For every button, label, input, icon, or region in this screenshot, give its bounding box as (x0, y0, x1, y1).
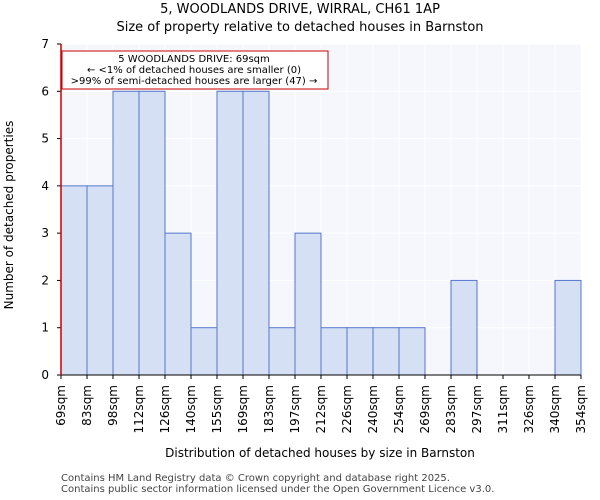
footer-licence: Contains public sector information licen… (61, 484, 495, 495)
annotation-line-3: >99% of semi-detached houses are larger … (71, 76, 318, 87)
chart-subtitle: Size of property relative to detached ho… (116, 20, 483, 35)
x-tick-label: 183sqm (262, 385, 276, 433)
bar-212sqm (320, 327, 348, 376)
x-tick-label: 311sqm (496, 385, 510, 433)
bar-112sqm (138, 90, 166, 376)
x-tick-label: 254sqm (392, 385, 406, 433)
x-tick-label: 240sqm (366, 385, 380, 433)
x-tick-label: 340sqm (548, 385, 562, 433)
x-tick-label: 83sqm (80, 385, 94, 426)
x-tick-label: 197sqm (288, 385, 302, 433)
bar-254sqm (398, 327, 426, 376)
bar-340sqm (554, 279, 582, 376)
x-tick-label: 326sqm (522, 385, 536, 433)
y-tick-label: 5 (41, 132, 49, 146)
x-tick-label: 297sqm (470, 385, 484, 433)
bar-183sqm (268, 327, 296, 376)
y-tick-label: 6 (41, 84, 49, 98)
y-tick-label: 3 (41, 226, 49, 240)
bar-226sqm (346, 327, 374, 376)
bar-69sqm (60, 185, 88, 376)
bar-83sqm (86, 185, 114, 376)
bar-197sqm (294, 232, 322, 376)
x-tick-label: 212sqm (314, 385, 328, 433)
y-tick-label: 0 (41, 368, 49, 382)
x-tick-label: 283sqm (444, 385, 458, 433)
x-tick-label: 69sqm (54, 385, 68, 426)
bar-169sqm (242, 90, 270, 376)
footer-copyright: Contains HM Land Registry data © Crown c… (61, 473, 450, 484)
x-tick-label: 155sqm (210, 385, 224, 433)
bar-240sqm (372, 327, 400, 376)
y-tick-label: 4 (41, 179, 49, 193)
annotation-line-1: 5 WOODLANDS DRIVE: 69sqm (118, 54, 270, 65)
annotation-frame (61, 50, 329, 90)
x-tick-label: 98sqm (106, 385, 120, 426)
annotation-box: 5 WOODLANDS DRIVE: 69sqm ← <1% of detach… (61, 50, 329, 90)
x-axis-label: Distribution of detached houses by size … (165, 446, 475, 460)
bar-126sqm (164, 232, 192, 376)
x-tick-label: 226sqm (340, 385, 354, 433)
chart-title: 5, WOODLANDS DRIVE, WIRRAL, CH61 1AP (160, 2, 440, 17)
bar-140sqm (190, 327, 218, 376)
bar-98sqm (112, 90, 140, 376)
y-tick-label: 2 (41, 273, 49, 287)
x-tick-label: 354sqm (574, 385, 588, 433)
bar-155sqm (216, 90, 244, 376)
x-tick-label: 112sqm (132, 385, 146, 433)
x-tick-label: 126sqm (158, 385, 172, 433)
annotation-line-2: ← <1% of detached houses are smaller (0) (87, 65, 301, 76)
bar-283sqm (450, 279, 478, 376)
x-tick-label: 140sqm (184, 385, 198, 433)
y-tick-label: 7 (41, 37, 49, 51)
x-ticks: 69sqm 83sqm 98sqm 112sqm 126sqm 140sqm 155sqm 1… (54, 375, 588, 433)
y-axis-label: Number of detached properties (2, 121, 16, 310)
x-tick-label: 169sqm (236, 385, 250, 433)
y-tick-label: 1 (41, 321, 49, 335)
y-ticks: 0 1 2 3 4 5 6 7 (41, 37, 61, 382)
x-tick-label: 269sqm (418, 385, 432, 433)
bars (60, 90, 582, 376)
